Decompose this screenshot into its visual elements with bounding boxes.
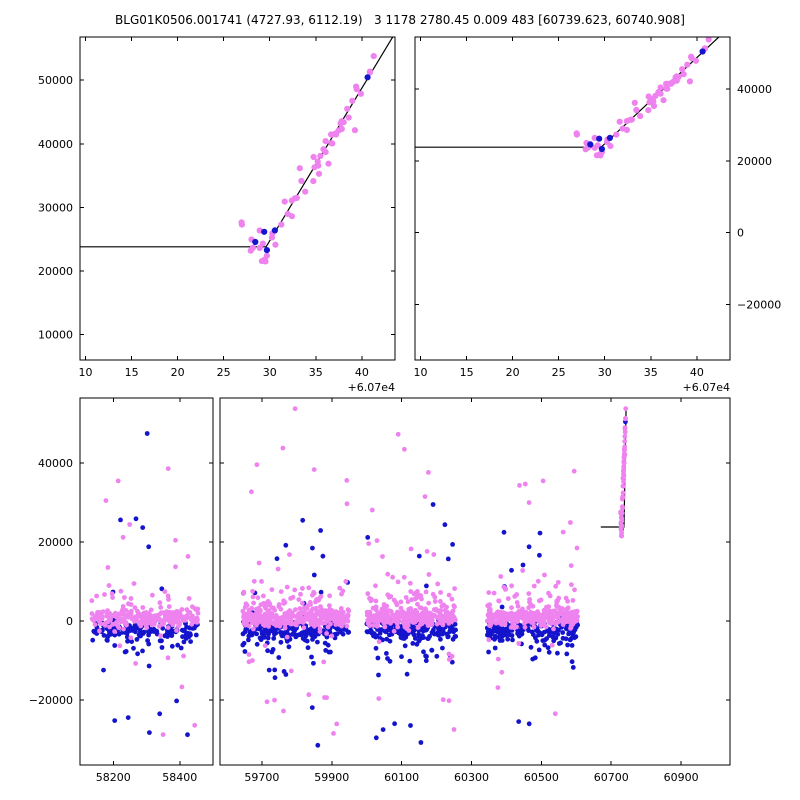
x-axis-offset-label: +6.07e4 xyxy=(348,381,395,394)
model-line xyxy=(80,37,394,248)
y-tick-label: 40000 xyxy=(38,138,73,151)
model-line xyxy=(415,37,720,148)
x-tick-label: 25 xyxy=(552,366,566,379)
x-tick-label: 59700 xyxy=(244,771,279,784)
axes-frame xyxy=(219,397,731,766)
x-tick-label: 60900 xyxy=(664,771,699,784)
y-tick-label: 0 xyxy=(737,227,744,240)
x-axis-offset-label: +6.07e4 xyxy=(683,381,730,394)
x-tick-label: 15 xyxy=(125,366,139,379)
x-tick-label: 20 xyxy=(171,366,185,379)
axes-full-lightcurve: 58200 58400 −20000 0 20000 40000 59700 59900 601… xyxy=(29,397,731,784)
scatter-points xyxy=(573,37,712,159)
x-tick-label: 58200 xyxy=(96,771,131,784)
figure-title: BLG01K0506.001741 (4727.93, 6112.19) 3 1… xyxy=(115,13,685,27)
scatter-points xyxy=(238,53,377,265)
y-tick-label: −20000 xyxy=(737,298,781,311)
y-tick-label: −20000 xyxy=(29,694,73,707)
y-tick-label: 40000 xyxy=(38,457,73,470)
x-tick-label: 58400 xyxy=(162,771,197,784)
x-tick-label: 60700 xyxy=(594,771,629,784)
x-tick-label: 30 xyxy=(598,366,612,379)
y-tick-label: 0 xyxy=(66,615,73,628)
x-tick-label: 35 xyxy=(309,366,323,379)
axes-frame xyxy=(79,397,214,766)
y-tick-label: 20000 xyxy=(737,155,772,168)
y-tick-label: 20000 xyxy=(38,265,73,278)
axes-frame xyxy=(79,36,396,361)
x-tick-label: 30 xyxy=(263,366,277,379)
x-tick-label: 40 xyxy=(355,366,369,379)
x-tick-label: 59900 xyxy=(314,771,349,784)
x-tick-label: 20 xyxy=(506,366,520,379)
x-tick-label: 60100 xyxy=(384,771,419,784)
y-tick-label: 20000 xyxy=(38,536,73,549)
axes-frame xyxy=(414,36,731,361)
x-tick-label: 25 xyxy=(217,366,231,379)
x-tick-label: 60300 xyxy=(454,771,489,784)
scatter-points xyxy=(240,406,580,748)
x-tick-label: 10 xyxy=(79,366,93,379)
y-tick-label: 10000 xyxy=(38,329,73,342)
x-tick-label: 35 xyxy=(644,366,658,379)
x-tick-label: 40 xyxy=(690,366,704,379)
x-tick-label: 15 xyxy=(460,366,474,379)
x-tick-label: 60500 xyxy=(524,771,559,784)
y-tick-label: 50000 xyxy=(38,74,73,87)
axes-event-zoom-left: 10 15 20 25 30 35 40 10000 20000 30000 40000 50000 +… xyxy=(38,36,396,394)
y-tick-label: 30000 xyxy=(38,201,73,214)
axes-event-zoom-right: 10 15 20 25 30 35 40 −20000 0 20000 40000 +6.07e4 xyxy=(414,36,781,394)
scatter-points xyxy=(89,431,201,738)
y-tick-label: 40000 xyxy=(737,83,772,96)
scatter-points xyxy=(618,406,629,539)
x-tick-label: 10 xyxy=(414,366,428,379)
